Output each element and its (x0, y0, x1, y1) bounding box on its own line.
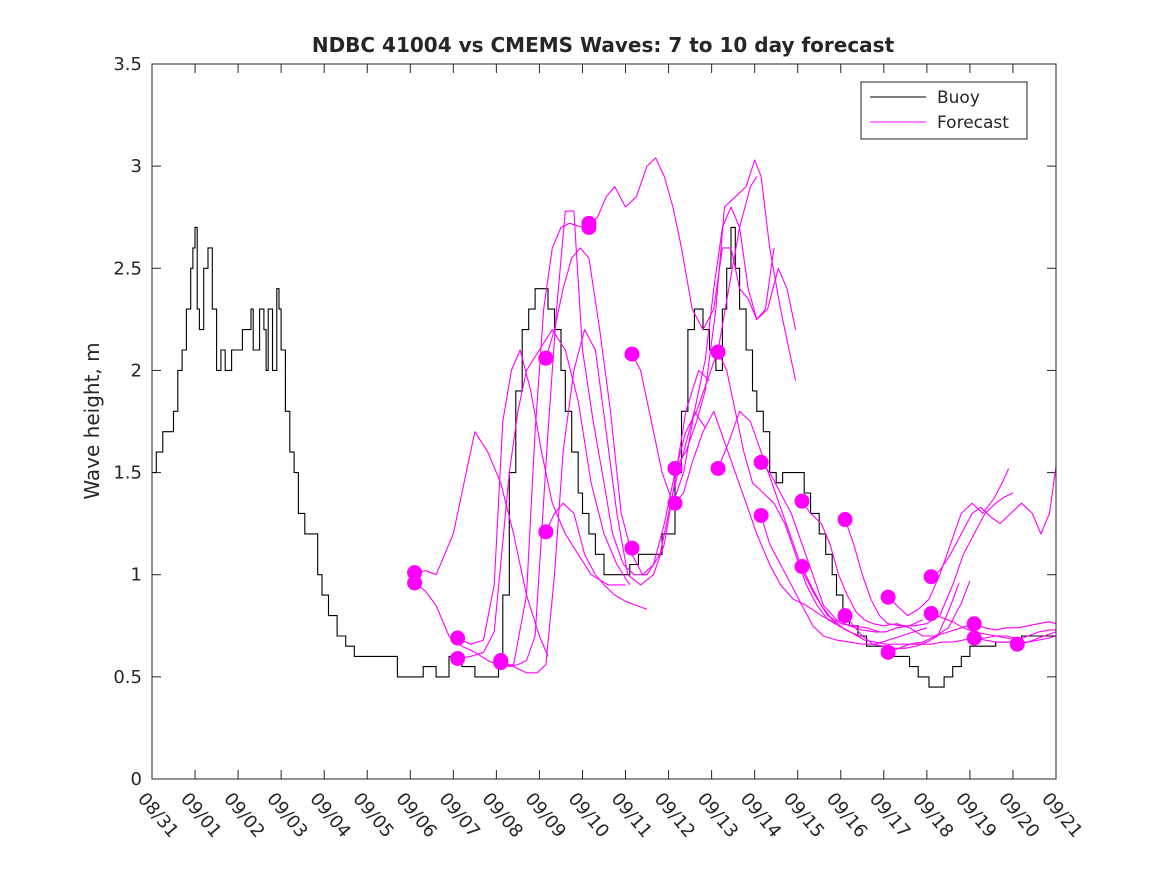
forecast-start-marker (624, 346, 640, 362)
forecast-run-line (760, 462, 923, 633)
legend-forecast-label: Forecast (937, 113, 1009, 133)
forecast-start-marker (837, 512, 853, 528)
forecast-start-marker (753, 454, 769, 470)
y-tick-label: 2.5 (113, 258, 142, 279)
legend-box (860, 81, 1028, 140)
forecast-run-line (801, 566, 971, 645)
forecast-run-line (457, 329, 631, 660)
legend-buoy-label: Buoy (937, 88, 980, 108)
forecast-start-marker (753, 507, 769, 523)
forecast-start-marker (450, 650, 466, 666)
forecast-run-line (457, 349, 626, 645)
forecast-start-marker (407, 575, 423, 591)
forecast-start-marker (794, 493, 810, 509)
forecast-start-marker (710, 460, 726, 476)
forecast-start-markers (407, 215, 1025, 671)
plot-area-border (151, 63, 1057, 780)
forecast-run-line (801, 500, 975, 637)
chart-title: NDBC 41004 vs CMEMS Waves: 7 to 10 day f… (312, 33, 895, 57)
forecast-run-line (674, 410, 837, 625)
forecast-start-marker (710, 344, 726, 360)
forecast-start-marker (966, 616, 982, 632)
y-tick-label: 3 (131, 156, 142, 177)
forecast-start-marker (794, 559, 810, 575)
forecast-run-line (717, 351, 861, 637)
forecast-run-line (674, 159, 797, 469)
forecast-start-marker (880, 644, 896, 660)
forecast-run-line (844, 492, 1014, 627)
forecast-run-line (887, 468, 1010, 617)
y-tick-label: 1 (131, 565, 142, 586)
forecast-start-marker (624, 540, 640, 556)
forecast-start-marker (837, 608, 853, 624)
forecast-start-marker (450, 630, 466, 646)
y-tick-label: 0 (131, 769, 142, 790)
y-tick-label: 3.5 (113, 54, 142, 75)
forecast-start-marker (581, 219, 597, 235)
y-tick-label: 1.5 (113, 463, 142, 484)
forecast-start-marker (1009, 636, 1025, 652)
forecast-start-marker (493, 655, 509, 671)
forecast-start-marker (667, 495, 683, 511)
forecast-run-line (631, 206, 775, 504)
y-tick-label: 0.5 (113, 667, 142, 688)
y-tick-label: 2 (131, 360, 142, 381)
y-axis-label: Wave height, m (80, 342, 104, 499)
forecast-run-line (760, 515, 928, 645)
forecast-run-line (414, 431, 549, 657)
forecast-run-line (931, 612, 1056, 641)
forecast-run-line (545, 176, 758, 576)
forecast-run-line (588, 157, 797, 331)
forecast-run-line (974, 621, 1057, 631)
buoy-line (152, 226, 1056, 688)
forecast-run-line (717, 410, 880, 633)
forecast-start-marker (923, 569, 939, 585)
forecast-start-marker (667, 460, 683, 476)
forecast-start-marker (923, 606, 939, 622)
forecast-start-marker (966, 630, 982, 646)
forecast-run-line (545, 502, 648, 610)
forecast-start-marker (538, 350, 554, 366)
forecast-run-line (930, 466, 1057, 578)
forecast-run-line (500, 210, 710, 668)
forecast-start-marker (880, 589, 896, 605)
forecast-start-marker (538, 524, 554, 540)
legend: Buoy Forecast (860, 81, 1028, 140)
buoy-series (152, 226, 1056, 688)
